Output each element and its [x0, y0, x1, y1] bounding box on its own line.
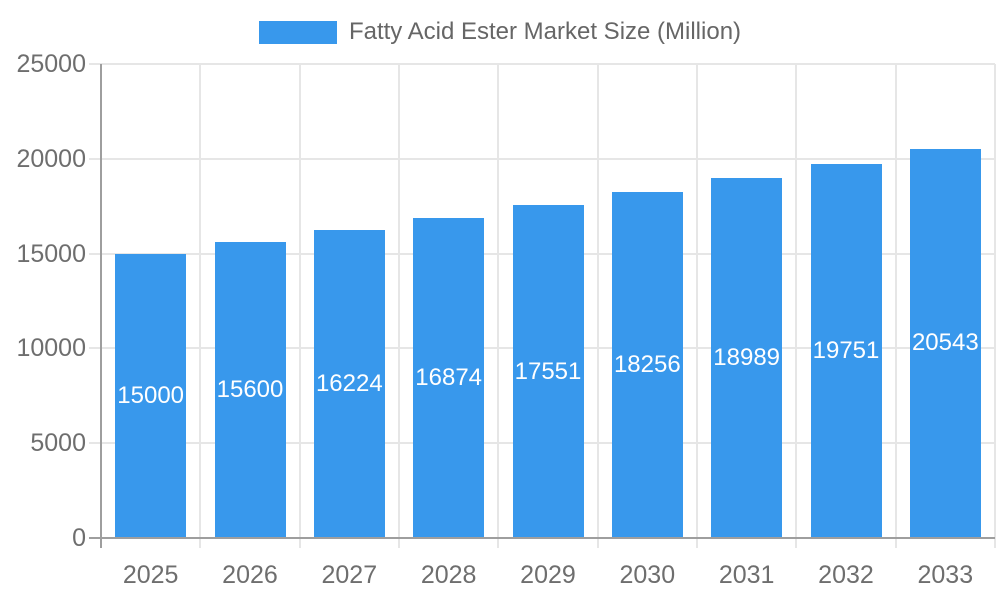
x-gridline — [696, 64, 698, 548]
bar-2025[interactable]: 15000 — [115, 253, 187, 538]
x-tick-label: 2025 — [122, 561, 179, 589]
bar-value-label: 16224 — [315, 370, 383, 398]
x-tick-label: 2030 — [619, 561, 676, 589]
bar-2029[interactable]: 17551 — [512, 205, 584, 538]
x-tick-label: 2032 — [818, 561, 874, 589]
legend-label: Fatty Acid Ester Market Size (Million) — [348, 18, 742, 45]
y-tick-label: 25000 — [16, 50, 86, 78]
y-axis-line — [100, 64, 102, 548]
y-tick-label: 20000 — [16, 144, 86, 173]
x-gridline — [596, 64, 599, 548]
bar-value-label: 20543 — [911, 329, 979, 357]
legend-swatch — [258, 20, 337, 44]
bar-value-label: 18256 — [613, 350, 681, 378]
chart-legend[interactable]: Fatty Acid Ester Market Size (Million) — [0, 18, 1000, 46]
y-tick-label: 15000 — [16, 239, 86, 268]
y-tick-label: 5000 — [30, 429, 86, 458]
bar-2033[interactable]: 20543 — [909, 148, 981, 538]
x-gridline — [795, 64, 798, 548]
bar-value-label: 16874 — [415, 364, 483, 392]
x-tick-label: 2028 — [420, 561, 477, 589]
x-tick-label: 2031 — [718, 561, 775, 589]
bar-2028[interactable]: 16874 — [413, 218, 485, 538]
bar-2026[interactable]: 15600 — [214, 242, 286, 538]
bar-2032[interactable]: 19751 — [810, 163, 882, 538]
y-tick-label: 10000 — [16, 334, 86, 363]
y-gridline — [89, 157, 995, 160]
bar-2027[interactable]: 16224 — [313, 230, 385, 538]
x-tick-label: 2033 — [917, 561, 974, 589]
x-gridline — [199, 64, 202, 548]
x-gridline — [298, 64, 301, 548]
bar-value-label: 17551 — [514, 357, 582, 385]
x-axis-baseline — [89, 537, 995, 539]
bar-2031[interactable]: 18989 — [711, 177, 783, 538]
bar-2030[interactable]: 18256 — [611, 191, 683, 538]
bar-value-label: 15000 — [117, 381, 185, 409]
x-gridline — [497, 64, 500, 548]
x-gridline — [398, 64, 400, 548]
y-tick-label: 0 — [72, 524, 86, 552]
x-gridline — [994, 64, 996, 548]
y-gridline — [89, 63, 995, 65]
x-tick-label: 2029 — [520, 561, 576, 589]
bar-value-label: 18989 — [713, 343, 781, 371]
bar-value-label: 15600 — [216, 376, 284, 404]
x-tick-label: 2026 — [222, 561, 278, 589]
x-gridline — [894, 64, 897, 548]
x-tick-label: 2027 — [321, 561, 378, 589]
bar-value-label: 19751 — [812, 336, 880, 364]
